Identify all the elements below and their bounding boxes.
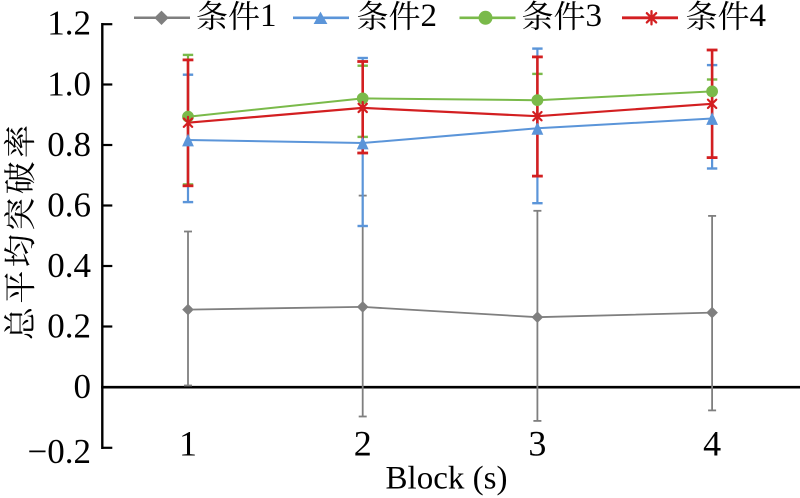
svg-text:−0.2: −0.2 bbox=[28, 432, 92, 471]
svg-text:0: 0 bbox=[74, 367, 92, 406]
svg-text:1: 1 bbox=[260, 0, 277, 34]
svg-text:4: 4 bbox=[750, 0, 767, 34]
svg-text:2: 2 bbox=[421, 0, 438, 34]
svg-text:0.6: 0.6 bbox=[47, 186, 91, 225]
svg-text:0.4: 0.4 bbox=[47, 246, 91, 285]
svg-text:1.0: 1.0 bbox=[47, 65, 91, 104]
svg-text:Block (s): Block (s) bbox=[386, 461, 508, 497]
svg-text:3: 3 bbox=[586, 0, 603, 34]
svg-text:4: 4 bbox=[703, 424, 721, 464]
svg-text:0.8: 0.8 bbox=[47, 125, 91, 164]
svg-text:0.2: 0.2 bbox=[47, 307, 91, 346]
svg-text:1: 1 bbox=[179, 424, 197, 464]
svg-text:1.2: 1.2 bbox=[47, 4, 91, 43]
svg-text:3: 3 bbox=[528, 424, 546, 464]
svg-text:2: 2 bbox=[354, 424, 372, 464]
